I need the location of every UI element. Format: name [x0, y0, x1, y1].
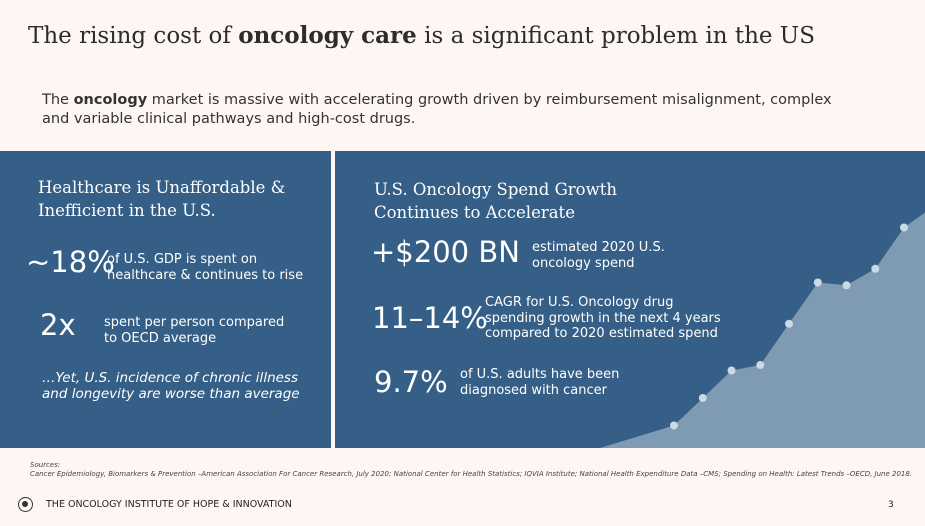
- affordability-panel: Healthcare is Unaffordable & Inefficient…: [0, 151, 331, 448]
- chart-point: [842, 281, 851, 290]
- chart-point: [871, 264, 880, 273]
- per-person-stat-desc: spent per person compared to OECD averag…: [104, 315, 285, 346]
- institute-name: THE ONCOLOGY INSTITUTE OF HOPE & INNOVAT…: [46, 499, 292, 510]
- cagr-stat-value: 11–14%: [372, 301, 488, 335]
- gdp-stat-value: ~18%: [26, 245, 115, 279]
- chart-area-fill: [600, 212, 925, 448]
- subtitle-emphasis: oncology: [73, 92, 148, 108]
- page-number: 3: [888, 500, 894, 510]
- gdp-stat-desc: of U.S. GDP is spent on healthcare & con…: [107, 252, 304, 283]
- spend-stat-desc: estimated 2020 U.S. oncology spend: [532, 240, 665, 271]
- chart-point: [900, 223, 908, 232]
- chart-point: [698, 394, 707, 402]
- sources-label: Sources:: [30, 461, 61, 469]
- diagnosis-stat-value: 9.7%: [374, 365, 448, 399]
- spend-growth-area-chart: [600, 212, 925, 448]
- chart-point: [813, 278, 822, 287]
- chronic-illness-note: …Yet, U.S. incidence of chronic illness …: [42, 370, 300, 402]
- per-person-stat-value: 2x: [40, 308, 76, 342]
- spend-growth-heading: U.S. Oncology Spend Growth Continues to …: [374, 180, 617, 222]
- sources-text: Cancer Epidemiology, Biomarkers & Preven…: [30, 470, 913, 478]
- chart-point: [756, 361, 765, 369]
- slide-title: The rising cost of oncology care is a si…: [28, 22, 815, 49]
- oncology-spend-panel: U.S. Oncology Spend Growth Continues to …: [335, 151, 925, 448]
- chart-point: [670, 421, 678, 430]
- institute-logo-icon: [18, 497, 33, 512]
- chart-point: [785, 319, 793, 328]
- spend-stat-value: +$200 BN: [371, 235, 520, 269]
- diagnosis-stat-desc: of U.S. adults have been diagnosed with …: [460, 367, 620, 398]
- chart-point: [727, 366, 736, 375]
- affordability-heading: Healthcare is Unaffordable & Inefficient…: [38, 178, 286, 220]
- panel-divider: [331, 151, 335, 448]
- cagr-stat-desc: CAGR for U.S. Oncology drug spending gro…: [485, 295, 721, 341]
- sources-note: Sources: Cancer Epidemiology, Biomarkers…: [30, 461, 912, 479]
- title-emphasis: oncology care: [238, 22, 417, 49]
- slide-subtitle: The oncology market is massive with acce…: [42, 92, 832, 127]
